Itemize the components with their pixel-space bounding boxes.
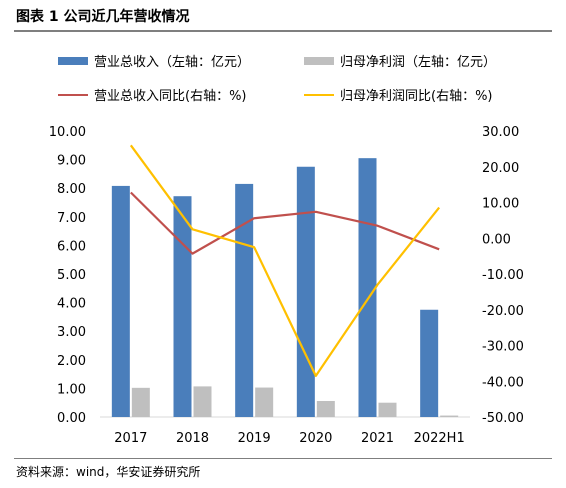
bar-net-profit <box>316 400 335 417</box>
left-axis-tick-label: 7.00 <box>57 211 86 226</box>
legend-swatch-net-profit <box>304 57 334 65</box>
figure-title: 图表 1 公司近几年营收情况 <box>16 9 190 25</box>
footer-rule <box>14 458 552 459</box>
left-axis-tick-label: 1.00 <box>57 382 86 397</box>
bar-revenue <box>173 196 192 417</box>
right-axis-tick-label: 0.00 <box>482 232 511 247</box>
left-axis-tick-label: 2.00 <box>57 354 86 369</box>
left-axis-tick-label: 6.00 <box>57 239 86 254</box>
bar-net-profit <box>440 415 459 417</box>
bar-revenue <box>111 185 130 417</box>
right-axis-tick-label: 10.00 <box>482 197 519 212</box>
bar-net-profit <box>193 386 212 417</box>
line-net-profit-yoy <box>129 144 441 377</box>
x-axis-tick-label: 2022H1 <box>414 431 465 446</box>
title-rule <box>14 30 552 32</box>
x-axis-tick-label: 2017 <box>114 431 147 446</box>
legend-label-revenue: 营业总收入（左轴：亿元） <box>94 55 250 70</box>
right-axis-tick-label: 20.00 <box>482 161 519 176</box>
left-axis-tick-label: 5.00 <box>57 268 86 283</box>
left-axis-tick-label: 0.00 <box>57 411 86 426</box>
x-axis-tick-label: 2020 <box>299 431 332 446</box>
legend-label-net-profit: 归母净利润（左轴：亿元） <box>340 55 496 70</box>
right-axis-tick-label: -30.00 <box>482 340 524 355</box>
bar-net-profit <box>131 387 150 417</box>
legend: 营业总收入（左轴：亿元） 归母净利润（左轴：亿元） 营业总收入同比(右轴：%) … <box>58 55 496 104</box>
right-axis-tick-label: 30.00 <box>482 125 519 140</box>
left-axis-tick-label: 8.00 <box>57 182 86 197</box>
left-axis-tick-label: 3.00 <box>57 325 86 340</box>
legend-label-net-profit-yoy: 归母净利润同比(右轴：%) <box>340 89 493 104</box>
line-revenue-yoy <box>130 191 440 255</box>
left-axis-tick-label: 10.00 <box>49 125 86 140</box>
right-axis-tick-label: -50.00 <box>482 411 524 426</box>
legend-label-revenue-yoy: 营业总收入同比(右轴：%) <box>94 89 247 104</box>
bar-net-profit <box>378 402 397 417</box>
legend-swatch-revenue <box>58 57 88 65</box>
left-axis-tick-label: 4.00 <box>57 297 86 312</box>
x-axis-tick-label: 2019 <box>238 431 271 446</box>
revenue-chart: 营业总收入（左轴：亿元） 归母净利润（左轴：亿元） 营业总收入同比(右轴：%) … <box>49 55 524 446</box>
bar-revenue <box>420 309 439 417</box>
x-axis-tick-label: 2018 <box>176 431 209 446</box>
bar-revenue <box>358 158 377 418</box>
bar-revenue <box>296 166 315 417</box>
right-axis-tick-label: -20.00 <box>482 304 524 319</box>
right-axis-tick-label: -10.00 <box>482 268 524 283</box>
bar-revenue <box>235 183 254 417</box>
left-axis-tick-label: 9.00 <box>57 154 86 169</box>
x-axis-tick-label: 2021 <box>361 431 394 446</box>
bar-net-profit <box>255 387 274 417</box>
source-note: 资料来源：wind，华安证券研究所 <box>16 465 201 479</box>
plot-area: 0.00 1.00 2.00 3.00 4.00 5.00 6.00 7.00 8.00 9.00… <box>49 125 524 446</box>
right-axis-tick-label: -40.00 <box>482 375 524 390</box>
